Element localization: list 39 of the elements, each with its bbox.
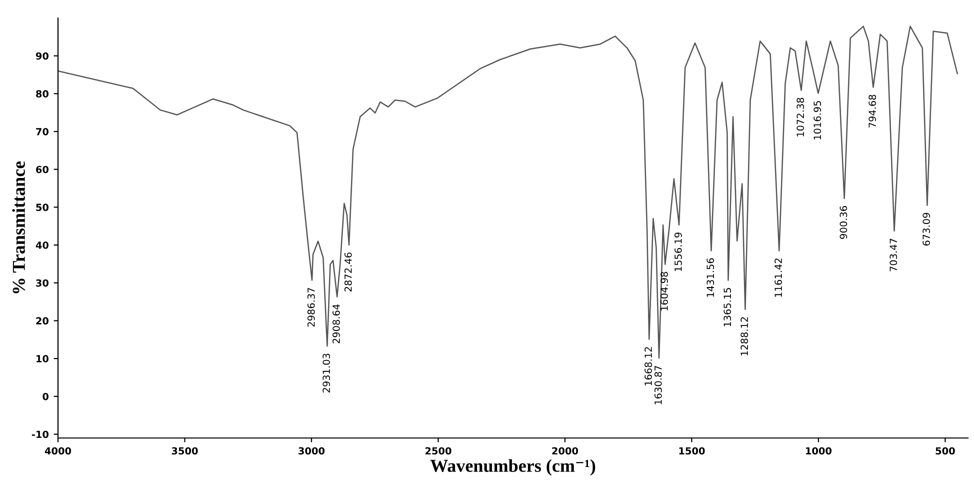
- annotation: 1630.87: [654, 366, 662, 404]
- annotation: 1365.15: [724, 288, 732, 326]
- x-tick-label: 500: [936, 447, 955, 455]
- y-tick-label: 60: [36, 166, 49, 174]
- annotation: 703.47: [890, 238, 898, 272]
- annotation: 1668.12: [644, 347, 652, 386]
- annotation: 1604.98: [660, 272, 668, 310]
- annotation: 2986.37: [307, 288, 315, 327]
- annotation: 900.36: [840, 206, 848, 239]
- y-tick-label: 90: [36, 52, 49, 60]
- x-tick-label: 1500: [679, 447, 705, 455]
- y-tick-label: -10: [32, 430, 49, 438]
- x-tick-label: 2000: [552, 447, 578, 455]
- x-axis-title: Wavenumbers (cm⁻¹): [430, 459, 596, 476]
- annotation: 2908.64: [332, 304, 340, 344]
- y-tick-label: 30: [36, 279, 49, 287]
- y-tick-label: 50: [36, 204, 49, 212]
- annotation: 1161.42: [774, 258, 782, 297]
- annotation: 1556.19: [674, 232, 682, 272]
- y-tick-label: 0: [42, 392, 49, 400]
- annotation: 1431.56: [706, 258, 714, 297]
- y-axis-title: % Transmittance: [12, 161, 26, 294]
- annotation: 2931.03: [322, 354, 330, 392]
- y-tick-label: 80: [36, 90, 49, 98]
- y-tick-label: 70: [36, 128, 49, 136]
- x-tick-label: 3500: [172, 447, 198, 455]
- annotation: 1288.12: [740, 317, 748, 356]
- x-tick-label: 2500: [425, 447, 452, 455]
- annotation: 1072.38: [796, 98, 804, 136]
- annotation: 1016.95: [814, 101, 822, 140]
- annotation: 794.68: [868, 94, 876, 128]
- y-tick-label: 20: [36, 317, 49, 325]
- y-tick-label: 40: [36, 242, 49, 249]
- x-tick-label: 1000: [806, 447, 832, 455]
- annotation: 673.09: [922, 212, 930, 246]
- annotation: 2872.46: [344, 252, 352, 292]
- y-tick-label: 10: [36, 355, 49, 362]
- x-tick-label: 3000: [298, 447, 325, 455]
- x-tick-label: 4000: [44, 447, 72, 455]
